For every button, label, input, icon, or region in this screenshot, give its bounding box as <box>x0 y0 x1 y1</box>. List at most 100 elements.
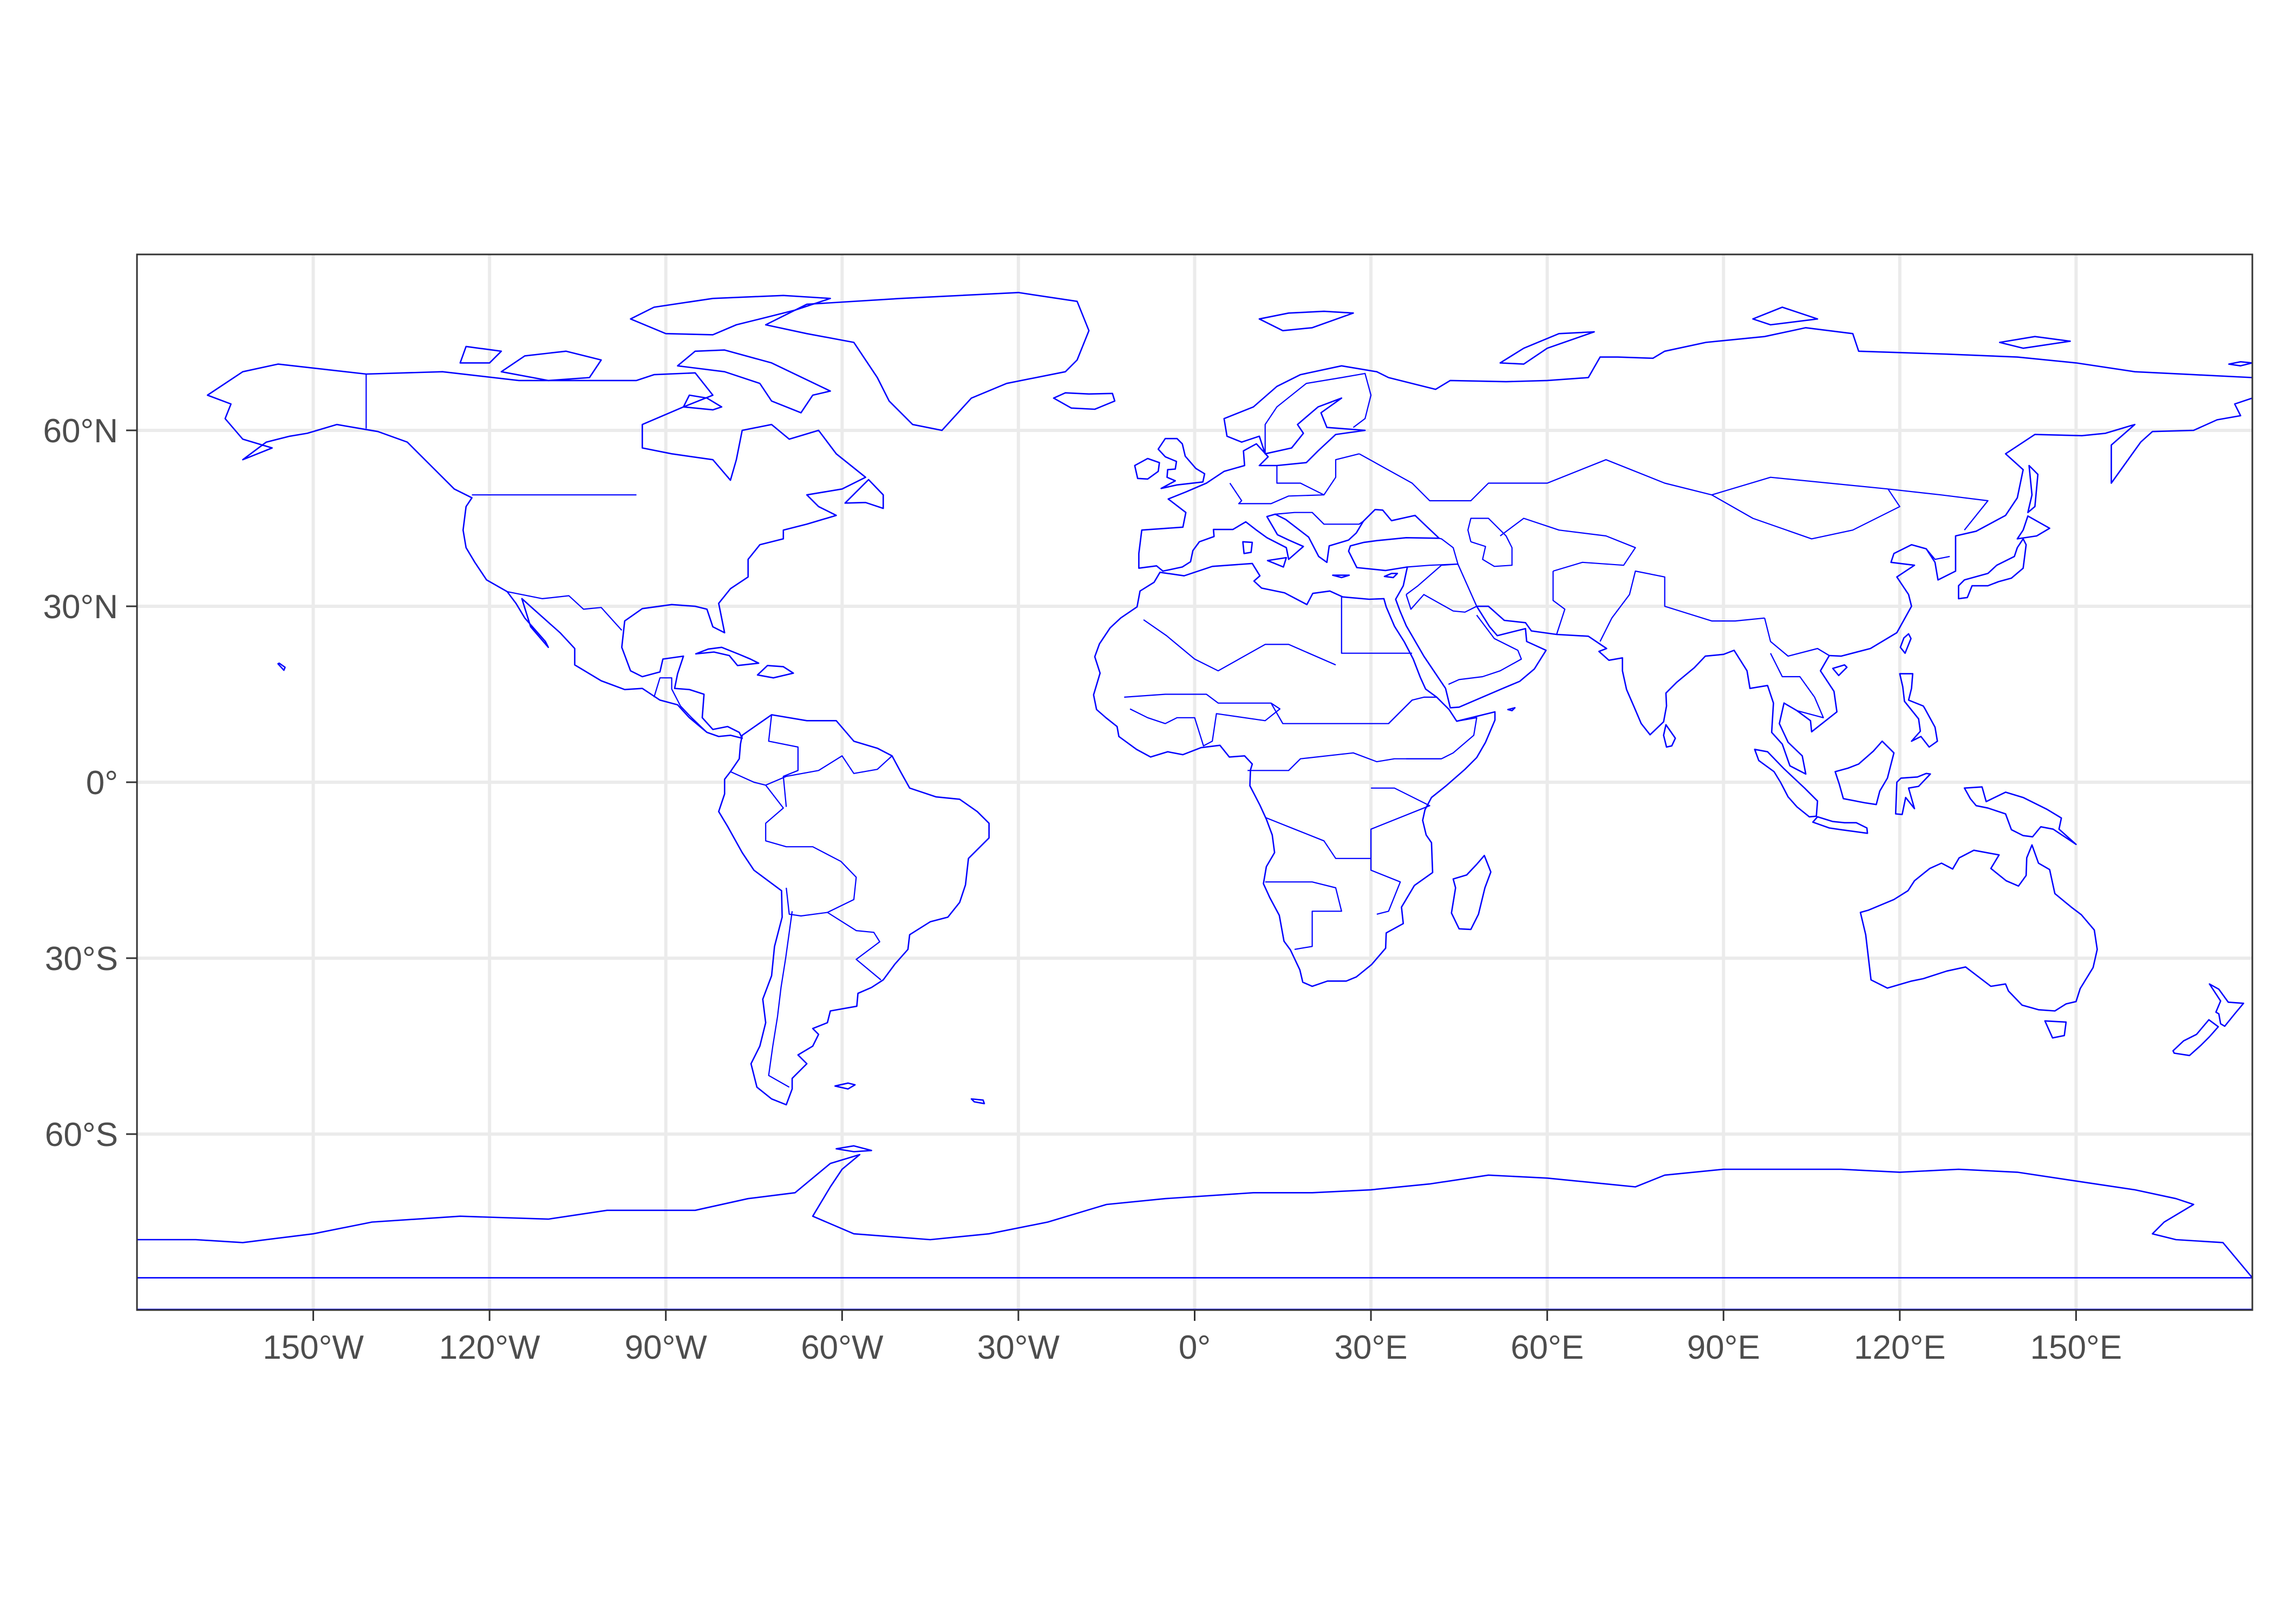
cuba-outline <box>695 646 760 666</box>
west-africa <box>1129 702 1280 746</box>
crimea-cyprus-outline <box>1383 573 1399 579</box>
north-america-outline <box>206 363 866 739</box>
middle-east <box>1406 563 1478 613</box>
java-outline <box>1812 816 1868 834</box>
great-britain-outline <box>1157 437 1206 489</box>
iceland-outline <box>1053 392 1116 410</box>
philippines-outline <box>1899 673 1938 748</box>
ethiopia-somalia <box>1406 717 1478 759</box>
longitude-tick-label: 0° <box>1179 1329 1211 1366</box>
new-zealand-north-outline <box>2208 983 2244 1027</box>
scandinavia <box>1264 372 1372 454</box>
east-africa <box>1370 787 1430 915</box>
indochina <box>1770 653 1824 718</box>
central-asia <box>1500 518 1636 572</box>
sumatra-outline <box>1754 749 1819 818</box>
borneo-outline <box>1834 740 1895 806</box>
sulawesi-outline <box>1894 772 1931 815</box>
antarctic-peninsula-islands-outline <box>835 1145 872 1152</box>
socotra-outline <box>1507 707 1516 712</box>
europe-balkans <box>1275 512 1364 525</box>
latitude-tick-label: 0° <box>86 764 118 802</box>
arabia <box>1448 614 1522 685</box>
tasmania-outline <box>2044 1020 2067 1039</box>
us-mexico-border <box>507 591 623 631</box>
sardinia-outline <box>1242 541 1253 554</box>
taiwan-outline <box>1899 633 1912 654</box>
longitude-tick-label: 150°E <box>2030 1329 2122 1366</box>
longitude-tick-label: 30°E <box>1335 1329 1408 1366</box>
falkland-islands-outline <box>834 1082 856 1090</box>
country-outlines <box>136 292 2253 1279</box>
iran-afghan-pak <box>1552 571 1566 635</box>
hispaniola-outline <box>756 665 794 679</box>
antarctica-outline <box>136 1154 2253 1279</box>
victoria-island-outline <box>500 350 602 382</box>
korea-dmz <box>1925 548 1950 560</box>
graticule <box>137 254 2252 1310</box>
longitude-tick-label: 120°W <box>439 1329 540 1366</box>
longitude-tick-label: 90°E <box>1687 1329 1760 1366</box>
baffin-island-outline <box>677 349 831 414</box>
andes-borders <box>730 771 857 917</box>
newfoundland-outline <box>844 479 884 509</box>
egypt-libya-sudan <box>1341 597 1413 654</box>
europe-borders <box>1229 453 1360 505</box>
eurasia-outline <box>1138 327 2253 775</box>
africa-outline <box>1093 562 1496 987</box>
madagascar-outline <box>1450 855 1492 931</box>
hawaii-outline <box>277 662 286 671</box>
greenland-outline <box>764 292 1090 431</box>
china-mongolia <box>1711 488 1900 540</box>
severnaya-zemlya-outline <box>1752 306 1819 326</box>
south-georgia-outline <box>970 1098 985 1104</box>
new-guinea-outline <box>1963 786 2077 846</box>
banks-island-outline <box>459 345 502 364</box>
ellesmere-island-outline <box>630 294 831 336</box>
crete-outline <box>1332 574 1350 579</box>
longitude-tick-label: 90°W <box>625 1329 708 1366</box>
southern-africa <box>1265 881 1342 950</box>
sahara-borders <box>1143 619 1336 672</box>
central-africa <box>1247 752 1442 771</box>
longitude-tick-label: 120°E <box>1854 1329 1946 1366</box>
new-zealand-south-outline <box>2172 1019 2219 1057</box>
central-america <box>653 677 708 733</box>
south-america-outline <box>718 714 990 1106</box>
congo-angola <box>1265 816 1371 859</box>
pak-india <box>1599 570 1765 642</box>
sri-lanka-outline <box>1663 724 1676 748</box>
china-se-asia <box>1764 618 1830 657</box>
latitude-tick-label: 30°S <box>45 940 118 978</box>
new-siberian-islands-outline <box>1999 336 2071 349</box>
sicily-outline <box>1266 556 1288 568</box>
turkey-east <box>1407 538 1459 568</box>
argentina-chile <box>768 911 793 1088</box>
latitude-tick-label: 30°N <box>43 588 118 626</box>
brazil-north <box>765 755 893 786</box>
latitude-tick-label: 60°S <box>45 1116 118 1154</box>
latitude-axis: 60°N 30°N 0° 30°S 60°S <box>43 412 137 1154</box>
novaya-zemlya-outline <box>1499 331 1595 365</box>
hokkaido-outline <box>2016 515 2050 540</box>
wrangel-island-outline <box>2228 361 2253 367</box>
hainan-outline <box>1832 664 1848 677</box>
longitude-axis: 150°W 120°W 90°W 60°W 30°W 0° 30°E 60°E 90°E 120°… <box>263 1310 2122 1366</box>
southern-cone <box>827 912 881 980</box>
europe-north <box>1276 466 1324 496</box>
sakhalin-outline <box>2027 464 2039 513</box>
australia-outline <box>1859 844 2098 1012</box>
horn-africa <box>1388 696 1437 724</box>
russia-south <box>1358 453 1989 531</box>
latitude-tick-label: 60°N <box>43 412 118 450</box>
venezuela-colombia <box>768 715 799 807</box>
japan-outline <box>1958 538 2027 600</box>
longitude-tick-label: 30°W <box>977 1329 1060 1366</box>
longitude-tick-label: 60°E <box>1511 1329 1584 1366</box>
longitude-tick-label: 60°W <box>801 1329 884 1366</box>
svalbard-outline <box>1258 310 1354 332</box>
caucasus-caspian <box>1467 518 1513 567</box>
longitude-tick-label: 150°W <box>263 1329 364 1366</box>
